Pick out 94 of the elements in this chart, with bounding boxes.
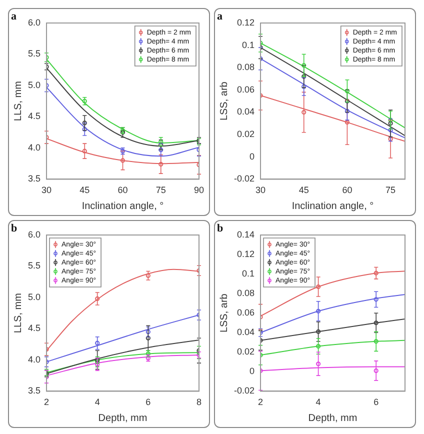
y-axis-title: LLS, mm: [12, 293, 24, 334]
point: [120, 158, 126, 163]
point: [344, 108, 350, 114]
x-axis-title: Depth, mm: [98, 412, 148, 424]
y-tick-label: 4.5: [28, 323, 41, 334]
y-tick-label: 3.5: [28, 386, 41, 396]
y-tick-label: 0.06: [236, 84, 255, 94]
point: [302, 63, 306, 68]
x-tick-label: 75: [386, 185, 396, 196]
point: [146, 330, 150, 334]
x-tick-label: 30: [42, 185, 52, 196]
x-axis-title: Depth, mm: [308, 412, 358, 424]
y-tick-label: 0.12: [236, 17, 255, 28]
y-tick-label: 0.08: [236, 288, 255, 298]
y-tick-label: 6.0: [28, 229, 41, 240]
y-tick-label: -0.02: [234, 174, 255, 184]
point: [388, 128, 393, 132]
chart-title: a: [11, 10, 17, 22]
x-tick-label: 60: [342, 185, 352, 196]
point: [302, 74, 306, 79]
point: [316, 308, 321, 314]
point: [388, 118, 393, 122]
point: [316, 284, 321, 290]
point: [374, 270, 378, 276]
point: [344, 88, 350, 94]
x-tick-label: 45: [298, 185, 309, 196]
y-tick-label: 5.0: [28, 80, 41, 90]
y-tick-label: 3.5: [28, 174, 41, 184]
x-tick-label: 4: [316, 397, 321, 408]
point: [158, 142, 164, 148]
y-axis-title: LSS, arb: [218, 293, 230, 333]
y-axis-title: LLS, mm: [12, 81, 24, 122]
point: [82, 126, 87, 132]
y-tick-label: 0.12: [236, 249, 255, 260]
y-tick-label: 4.0: [28, 354, 41, 364]
y-tick-label: 0.14: [236, 229, 255, 240]
point: [374, 368, 378, 373]
y-tick-label: 0.04: [236, 327, 255, 338]
point: [388, 136, 393, 142]
y-tick-label: 0.02: [236, 346, 255, 357]
y-tick-label: 0.1: [242, 268, 255, 279]
point: [374, 297, 378, 302]
y-tick-label: -0.02: [234, 386, 255, 396]
x-tick-label: 6: [374, 397, 379, 408]
y-tick-label: 6.0: [28, 17, 41, 28]
y-tick-label: 0: [250, 151, 255, 162]
x-tick-label: 6: [146, 397, 151, 408]
x-tick-label: 75: [156, 185, 166, 196]
point: [374, 320, 378, 326]
point: [344, 120, 350, 125]
point: [82, 148, 87, 154]
point: [158, 162, 164, 167]
point: [82, 98, 87, 104]
y-tick-label: 4.5: [28, 111, 41, 122]
point: [302, 84, 306, 89]
point: [95, 296, 100, 302]
x-tick-label: 30: [256, 185, 266, 196]
point: [158, 148, 164, 152]
point: [316, 362, 321, 366]
point: [95, 362, 100, 367]
chart-title: b: [217, 222, 224, 234]
x-tick-label: 8: [196, 397, 202, 408]
y-tick-label: 0.04: [236, 106, 255, 117]
point: [82, 120, 87, 126]
y-tick-label: 5.0: [28, 292, 41, 302]
y-tick-label: 4.0: [28, 142, 41, 152]
point: [316, 344, 321, 349]
x-axis-title: Inclination angle, °: [292, 200, 374, 212]
point: [146, 273, 150, 278]
point: [95, 340, 100, 346]
point: [316, 329, 321, 334]
x-tick-label: 2: [44, 397, 50, 408]
y-tick-label: 0.06: [236, 308, 255, 318]
y-tick-label: 0.1: [242, 40, 255, 50]
point: [374, 339, 378, 344]
x-tick-label: 2: [258, 397, 264, 408]
point: [302, 110, 306, 115]
point: [344, 98, 350, 104]
chart-title: b: [11, 222, 18, 234]
y-tick-label: 0.08: [236, 62, 255, 72]
y-tick-label: 0.02: [236, 129, 255, 140]
x-tick-label: 4: [94, 397, 100, 408]
point: [146, 336, 150, 340]
y-tick-label: 5.5: [28, 260, 41, 271]
chart-title: a: [217, 10, 223, 22]
x-tick-label: 60: [118, 185, 128, 196]
y-tick-label: 5.5: [28, 48, 41, 59]
line-series: [46, 268, 199, 352]
y-axis-title: LSS, arb: [218, 81, 230, 121]
x-tick-label: 45: [80, 185, 90, 196]
x-axis-title: Inclination angle, °: [82, 200, 164, 212]
y-tick-label: 0: [250, 366, 255, 376]
point: [388, 121, 393, 126]
x-tick-label: 90: [194, 185, 204, 196]
